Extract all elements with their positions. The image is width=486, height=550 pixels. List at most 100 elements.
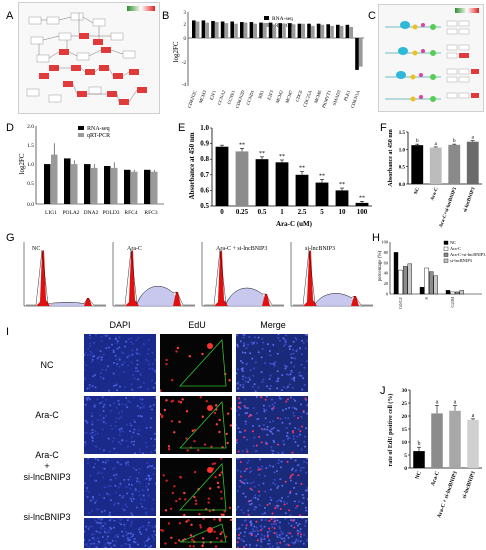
- panel-b-bar: [259, 22, 263, 38]
- bar: [431, 413, 443, 468]
- panel-b-gene-label: MCM3: [198, 89, 208, 104]
- bar-annotation: **: [359, 195, 365, 201]
- bar: [275, 162, 289, 206]
- panel-b-bar: [278, 23, 282, 38]
- svg-text:1.5: 1.5: [27, 143, 34, 149]
- x-tick-label: si-lncBNIP3: [463, 187, 477, 213]
- panel-e-xlabel: Ara-C (uM): [276, 220, 313, 228]
- panel-c-pathway-diagram: [378, 4, 484, 112]
- legend-d-qrt-pcr: qRT-PCR: [87, 133, 110, 139]
- svg-text:2: 2: [184, 23, 187, 28]
- panel-b-bar: [205, 22, 209, 38]
- micrograph-edu: [160, 396, 232, 454]
- bar-annotation: **: [319, 173, 325, 179]
- row-label-ara-c: Ara-C: [35, 410, 59, 420]
- panel-g-label: NC: [32, 246, 40, 252]
- micrograph-dapi: [84, 518, 156, 548]
- bar: [355, 202, 369, 206]
- y-tick-label: 20: [384, 281, 389, 286]
- panel-b-bar: [234, 23, 238, 38]
- micrograph-dapi: [84, 334, 156, 392]
- panel-b-gene-label: MCM2: [275, 89, 285, 104]
- bar-annotation: b: [418, 441, 421, 447]
- panel-b-bar: [311, 25, 315, 38]
- bar-annotation: a: [435, 141, 438, 147]
- panel-h-bar: [459, 290, 465, 295]
- y-tick-label: 100: [381, 240, 388, 245]
- legend-rna-seq: RNA-seq: [272, 16, 293, 22]
- panel-d-gene-label: LIG1: [45, 210, 57, 216]
- micrograph-edu: [160, 334, 232, 392]
- panel-h-bar: [445, 290, 451, 295]
- panel-b-bar: [230, 21, 234, 38]
- y-tick-label: 0.5: [200, 202, 209, 210]
- x-tick-label: 1: [280, 208, 284, 216]
- panel-d-gene-label: RFC4: [124, 210, 137, 216]
- panel-d-bar: [124, 169, 131, 204]
- panel-j-chart: rate of EdU positive cell (%) b a a a 0 5 10 1…: [384, 380, 484, 530]
- panel-b-gene-label: CDC25A: [302, 89, 313, 108]
- panel-b-bar: [330, 25, 334, 38]
- panel-letter-c: C: [368, 10, 376, 22]
- panel-e-ylabel: Absorbance at 450 nm: [188, 132, 196, 199]
- panel-b-gene-label: RB1: [257, 89, 265, 99]
- panel-b-bar: [291, 24, 296, 38]
- panel-letter-h: H: [372, 232, 380, 244]
- y-tick-label: 0.5: [399, 166, 406, 171]
- panel-b-bar: [195, 21, 200, 38]
- y-tick-label: 80: [384, 250, 389, 255]
- panel-b-svg: log2FC 320-2-4 RNA-seq qRT-PCR CDKN2CMCM…: [172, 11, 364, 109]
- panel-letter-a: A: [6, 10, 14, 22]
- panel-b-gene-label: E2F3: [266, 89, 274, 101]
- col-label-merge: Merge: [260, 320, 286, 330]
- panel-b-bar: [316, 23, 321, 38]
- micrograph-merge: [236, 334, 308, 392]
- panel-b-gene-label: PLK1: [343, 89, 352, 102]
- panel-j-ylabel: rate of EdU positive cell (%): [387, 394, 394, 467]
- panel-d-svg: log2FC 2.0 1.5 1.0 0.5 0.0 RNA-seq qRT-PCR L…: [18, 124, 164, 216]
- y-tick-label: 15: [402, 427, 408, 433]
- panel-g-svg: NC Ara-C Ara-C + si-lncBNIP3 si-lncBNIP3: [23, 242, 373, 307]
- panel-h-legend-label: Ara-C+si-lncBNIP3: [450, 252, 486, 257]
- legend-d-rna-seq: RNA-seq: [87, 126, 110, 132]
- bar-annotation: a: [454, 400, 457, 406]
- x-tick-label: Ara-C: [430, 471, 441, 487]
- panel-b-bar: [359, 38, 363, 67]
- panel-letter-f: F: [380, 122, 387, 134]
- panel-b-gene-label: E2F1: [209, 89, 217, 101]
- panel-b-gene-label: CDKN1A: [350, 89, 361, 109]
- svg-text:1.0: 1.0: [27, 162, 34, 168]
- panel-b-gene-label: PKMYT1: [321, 89, 332, 109]
- panel-h-bar: [419, 287, 425, 295]
- micrograph-merge: [236, 396, 308, 454]
- x-tick-label: NC: [415, 471, 423, 481]
- micrograph-dapi: [84, 396, 156, 454]
- panel-b-bar: [201, 20, 206, 38]
- y-tick-label: 30: [402, 388, 408, 394]
- y-tick-label: 5: [404, 453, 407, 459]
- y-tick-label: 60: [384, 260, 389, 265]
- panel-h-bar: [433, 275, 438, 295]
- y-tick-label: 0.6: [200, 186, 209, 194]
- panel-h-ylabel: percentage (%): [378, 250, 383, 281]
- panel-d-bar: [91, 167, 98, 204]
- panel-h-bar: [398, 269, 403, 295]
- panel-h-legend-label: Ara-C: [450, 246, 461, 251]
- y-tick-label: 25: [402, 401, 408, 407]
- bar: [235, 151, 249, 206]
- x-tick-label: 0.5: [258, 208, 267, 216]
- bar: [448, 144, 461, 184]
- svg-text:2.0: 2.0: [27, 124, 34, 130]
- panel-e-chart: Absorbance at 450 nm ** ** ** ** ** ** ** 0.5 0…: [186, 118, 376, 230]
- bar: [335, 190, 349, 206]
- x-tick-label: Ara-C+si-lncBNIP3: [439, 187, 458, 229]
- panel-h-bar: [450, 291, 455, 295]
- panel-f-chart: Absorbance at 450 nm b a b a 0.0 0.5 1.0 1.5 NC…: [384, 118, 484, 230]
- panel-b-bar: [243, 22, 248, 38]
- panel-b-gene-label: CCNA2: [217, 89, 227, 106]
- x-tick-label: si-lncBNIP3: [462, 470, 477, 499]
- panel-letter-i: I: [6, 326, 10, 338]
- panel-b-gene-label: MCM7: [284, 89, 294, 104]
- panel-a-pathway-diagram: [18, 2, 160, 114]
- y-tick-label: 40: [384, 271, 389, 276]
